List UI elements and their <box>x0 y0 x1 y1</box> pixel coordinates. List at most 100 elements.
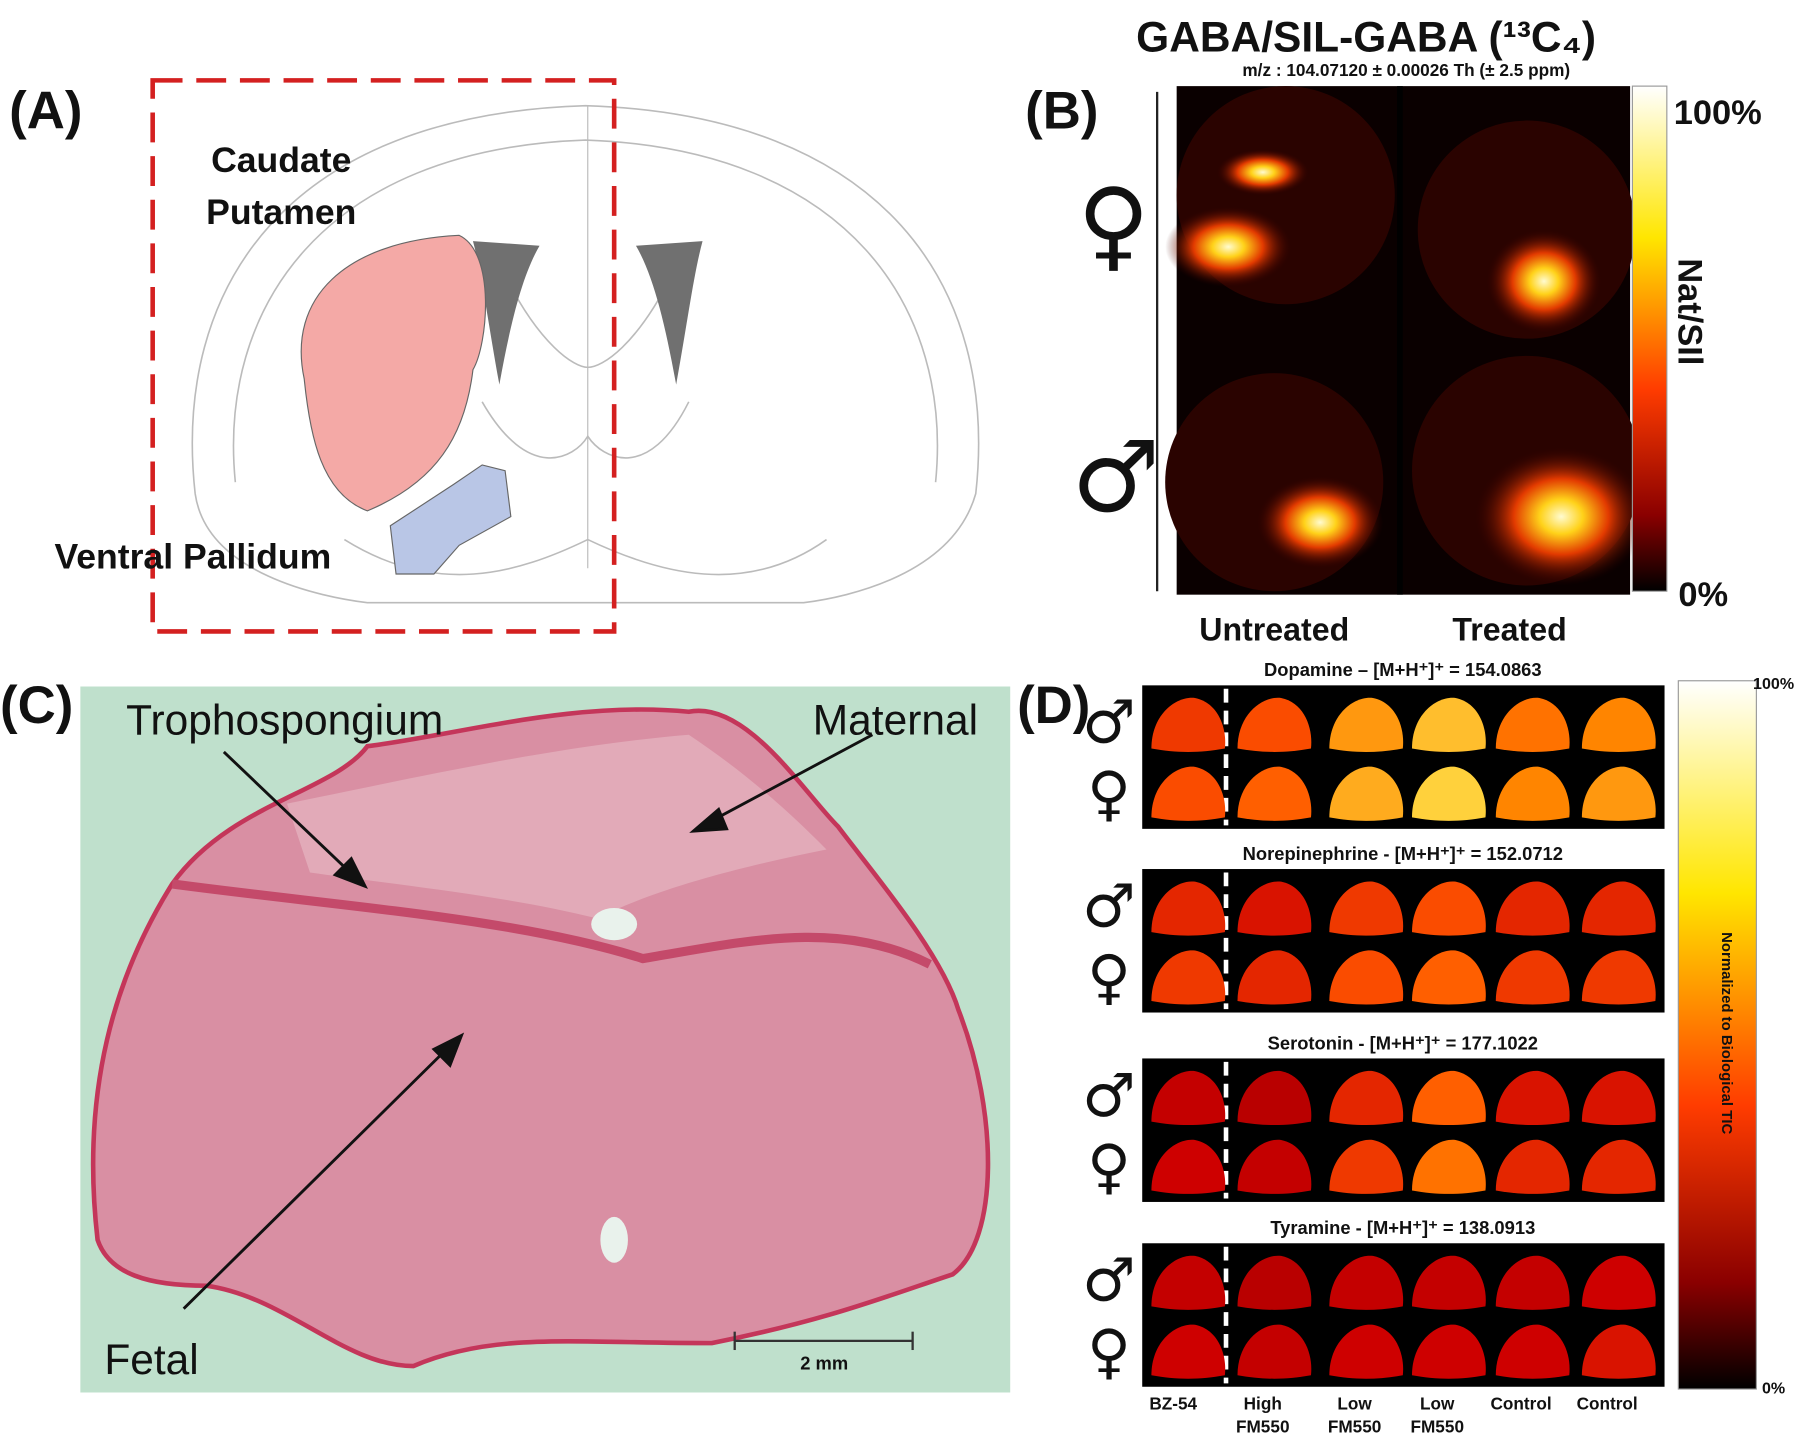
colorbar <box>1631 85 1668 592</box>
tissue-image <box>1151 881 1226 936</box>
panel-c: 2 mm (C) Trophospongium Maternal Fetal <box>0 676 1011 1393</box>
ventricle <box>472 241 540 385</box>
tissue-boundary <box>171 879 932 969</box>
tissue-image <box>1411 881 1486 936</box>
tissue-image <box>1495 766 1570 821</box>
tissue-image <box>1411 697 1486 752</box>
signal-blob <box>1216 149 1309 196</box>
tissue-image <box>1151 950 1226 1005</box>
image-block <box>1142 685 1665 829</box>
image-block <box>1142 1058 1665 1202</box>
column-label: Untreated <box>1199 612 1349 648</box>
vessel <box>600 1216 628 1263</box>
annotation: Fetal <box>104 1336 198 1383</box>
column-label: FM550 <box>1328 1417 1382 1435</box>
tissue-image <box>1495 1070 1570 1126</box>
region-box <box>150 78 617 634</box>
block-title: Tyramine - [M+H⁺]⁺ = 138.0913 <box>1270 1217 1535 1238</box>
tissue-image <box>1411 1255 1486 1310</box>
column-label: Treated <box>1452 612 1566 648</box>
row-symbol: ♀ <box>1087 1318 1131 1387</box>
tissue-image <box>1237 1139 1312 1194</box>
block-title: Dopamine – [M+H⁺]⁺ = 154.0863 <box>1264 659 1542 680</box>
signal-blob <box>1486 229 1602 333</box>
region-label: Ventral Pallidum <box>54 536 331 576</box>
tissue-image <box>1151 1070 1226 1126</box>
panel-d: (D) 100% 0% Normalized to Biological TIC… <box>1017 659 1794 1435</box>
signal-blob <box>1475 447 1648 586</box>
panel-label: (D) <box>1017 676 1090 735</box>
signal-blob <box>1257 476 1384 569</box>
row-symbol: ♂ <box>1082 1062 1136 1131</box>
panel-title: GABA/SIL-GABA (¹³C₄) <box>1136 14 1596 61</box>
tissue-image <box>1329 766 1404 821</box>
tissue-image <box>1329 697 1404 752</box>
tissue-image <box>1411 1324 1486 1379</box>
tissue-image <box>1581 1255 1656 1310</box>
tissue-image <box>1495 1324 1570 1379</box>
tissue-image <box>1581 766 1656 821</box>
annotation: Maternal <box>813 697 978 744</box>
vessel <box>591 908 638 941</box>
row-symbol: ♂ <box>1082 872 1136 941</box>
tissue-image <box>1495 881 1570 936</box>
colorbar-label: Normalized to Biological TIC <box>1718 932 1735 1134</box>
colorbar <box>1677 680 1757 1390</box>
row-symbol: ♀ <box>1077 167 1149 282</box>
panel-a: (A) Caudate Putamen Ventral Pallidum <box>9 78 980 634</box>
block-title: Serotonin - [M+H⁺]⁺ = 177.1022 <box>1268 1032 1538 1053</box>
heatmap-signal <box>1165 86 1648 592</box>
tissue-image <box>1329 1255 1404 1310</box>
colorbar-min: 0% <box>1762 1380 1785 1398</box>
row-symbol: ♀ <box>1087 760 1131 829</box>
tissue-image <box>1237 1070 1312 1126</box>
tissue-image <box>1581 950 1656 1005</box>
colorbar-max: 100% <box>1753 675 1794 693</box>
annotation: Trophospongium <box>126 697 443 744</box>
tissue-image <box>1237 697 1312 752</box>
tissue-image <box>1237 881 1312 936</box>
region-label: Caudate <box>211 140 351 180</box>
tissue-image <box>1329 950 1404 1005</box>
tissue-image <box>1581 881 1656 936</box>
panel-label: (C) <box>0 676 73 735</box>
colorbar-label: Nat/SIl <box>1670 258 1708 365</box>
tissue-image <box>1581 697 1656 752</box>
divider <box>1397 86 1403 595</box>
ventral-pallidum-region <box>389 464 512 575</box>
cortex-line <box>232 139 939 483</box>
column-label: FM550 <box>1410 1417 1464 1435</box>
region-label: Putamen <box>206 192 356 232</box>
row-symbol: ♀ <box>1087 944 1131 1013</box>
column-label: Low <box>1420 1394 1455 1414</box>
column-label: Control <box>1490 1394 1551 1414</box>
tissue-image <box>1329 1139 1404 1194</box>
brain-outline <box>191 104 980 604</box>
caudate-putamen-region <box>300 234 487 512</box>
column-label: FM550 <box>1236 1417 1290 1435</box>
tissue-image <box>1411 766 1486 821</box>
panel-label: (A) <box>9 82 82 141</box>
tissue-image <box>1151 1324 1226 1379</box>
tissue-image <box>1495 950 1570 1005</box>
row-symbol: ♀ <box>1087 1133 1131 1202</box>
tissue-section <box>90 707 991 1369</box>
block-title: Norepinephrine - [M+H⁺]⁺ = 152.0712 <box>1243 843 1563 864</box>
scale-label: 2 mm <box>800 1353 848 1374</box>
image-block <box>1142 869 1665 1013</box>
tissue-image <box>1151 697 1226 752</box>
column-label: Low <box>1337 1394 1372 1414</box>
tissue-image <box>1411 950 1486 1005</box>
tissue-image <box>1495 697 1570 752</box>
colorbar-max: 100% <box>1674 94 1762 132</box>
tissue-image <box>1411 1070 1486 1126</box>
panel-label: (B) <box>1025 82 1098 141</box>
tissue-image <box>1151 1139 1226 1194</box>
tissue-image <box>1237 766 1312 821</box>
tissue-image <box>1581 1324 1656 1379</box>
row-symbol: ♂ <box>1082 689 1136 758</box>
tissue-image <box>1411 1139 1486 1194</box>
ventricle <box>635 241 703 385</box>
tissue-image <box>1237 1255 1312 1310</box>
